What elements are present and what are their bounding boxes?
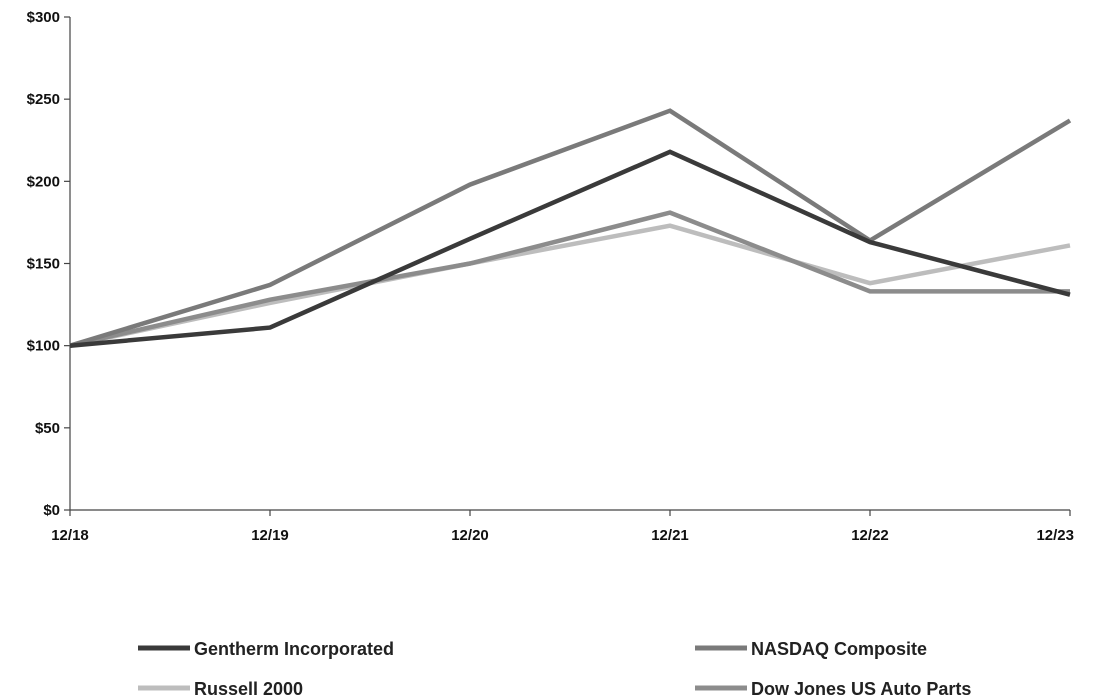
y-tick-label: $50 <box>35 420 60 437</box>
series-line-dow-jones-us-auto-parts <box>69 210 1070 348</box>
legend-item-gentherm-incorporated: Gentherm Incorporated <box>138 639 394 659</box>
legend: Gentherm Incorporated NASDAQ Composite Rus… <box>138 639 971 698</box>
series-lines <box>69 108 1072 348</box>
x-tick-label: 12/20 <box>451 527 489 544</box>
y-tick-label: $100 <box>27 338 60 355</box>
legend-label: Dow Jones US Auto Parts <box>751 679 971 698</box>
legend-item-dow-jones-us-auto-parts: Dow Jones US Auto Parts <box>695 679 971 698</box>
x-tick-label: 12/18 <box>51 527 89 544</box>
y-tick-label: $200 <box>27 173 60 190</box>
legend-label: NASDAQ Composite <box>751 639 927 659</box>
x-tick-label: 12/19 <box>251 527 289 544</box>
legend-label: Russell 2000 <box>194 679 303 698</box>
y-tick-label: $300 <box>27 9 60 26</box>
x-tick-label: 12/21 <box>651 527 689 544</box>
legend-item-russell-2000: Russell 2000 <box>138 679 303 698</box>
y-tick-label: $0 <box>43 502 60 519</box>
x-tick-label: 12/22 <box>851 527 889 544</box>
series-line-russell-2000 <box>69 223 1071 348</box>
series-line-gentherm-incorporated <box>69 149 1071 348</box>
y-tick-label: $250 <box>27 91 60 108</box>
x-tick-label: 12/23 <box>1036 527 1074 544</box>
axes: $0 $50 $100 $150 $200 $250 $300 12/18 12/19 12/20… <box>27 9 1074 544</box>
legend-label: Gentherm Incorporated <box>194 639 394 659</box>
y-tick-label: $150 <box>27 256 60 273</box>
legend-item-nasdaq-composite: NASDAQ Composite <box>695 639 927 659</box>
series-line-nasdaq-composite <box>69 108 1072 348</box>
